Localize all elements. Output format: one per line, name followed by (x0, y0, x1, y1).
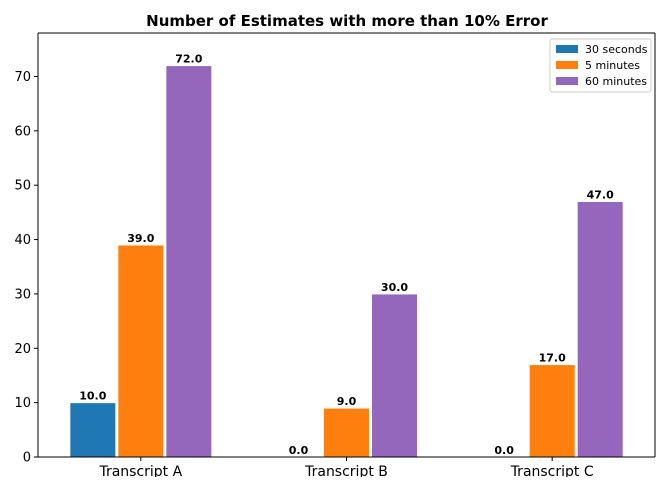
legend-label: 60 minutes (585, 75, 647, 88)
legend: 30 seconds 5 minutes 60 minutes (549, 38, 652, 93)
y-tick-label: 60 (14, 124, 31, 139)
bar (371, 293, 418, 458)
y-tick-label: 50 (14, 179, 31, 194)
plot-area: 0 10 20 30 40 50 60 70 10.0 39.0 72.0 Transcript A 0… (14, 32, 656, 480)
bar (528, 364, 576, 458)
bar (576, 201, 624, 458)
y-tick-label: 30 (14, 287, 31, 302)
x-tick-label: Transcript C (510, 464, 594, 477)
legend-swatch (556, 61, 578, 69)
data-label: 30.0 (381, 281, 408, 294)
data-label: 47.0 (587, 189, 614, 202)
legend-swatch (556, 77, 578, 85)
legend-swatch (556, 45, 578, 53)
bar (117, 244, 165, 458)
x-tick-label: Transcript B (304, 464, 388, 477)
y-tick-label: 20 (14, 342, 31, 357)
y-tick-label: 70 (14, 70, 31, 85)
legend-label: 30 seconds (585, 43, 648, 56)
y-tick-label: 0 (23, 451, 31, 466)
x-tick-label: Transcript A (98, 464, 182, 477)
data-label: 17.0 (539, 352, 566, 365)
y-tick-label: 10 (14, 396, 31, 411)
data-label: 9.0 (337, 395, 357, 408)
data-label: 0.0 (494, 444, 514, 457)
data-label: 72.0 (175, 53, 202, 66)
bar (69, 402, 117, 458)
data-label: 0.0 (289, 444, 309, 457)
legend-label: 5 minutes (585, 59, 640, 72)
data-label: 39.0 (127, 232, 154, 245)
y-tick-label: 40 (14, 233, 31, 248)
bar (165, 65, 213, 458)
data-label: 10.0 (79, 390, 106, 403)
chart-title: Number of Estimates with more than 10% E… (146, 12, 548, 30)
bar (323, 407, 370, 458)
